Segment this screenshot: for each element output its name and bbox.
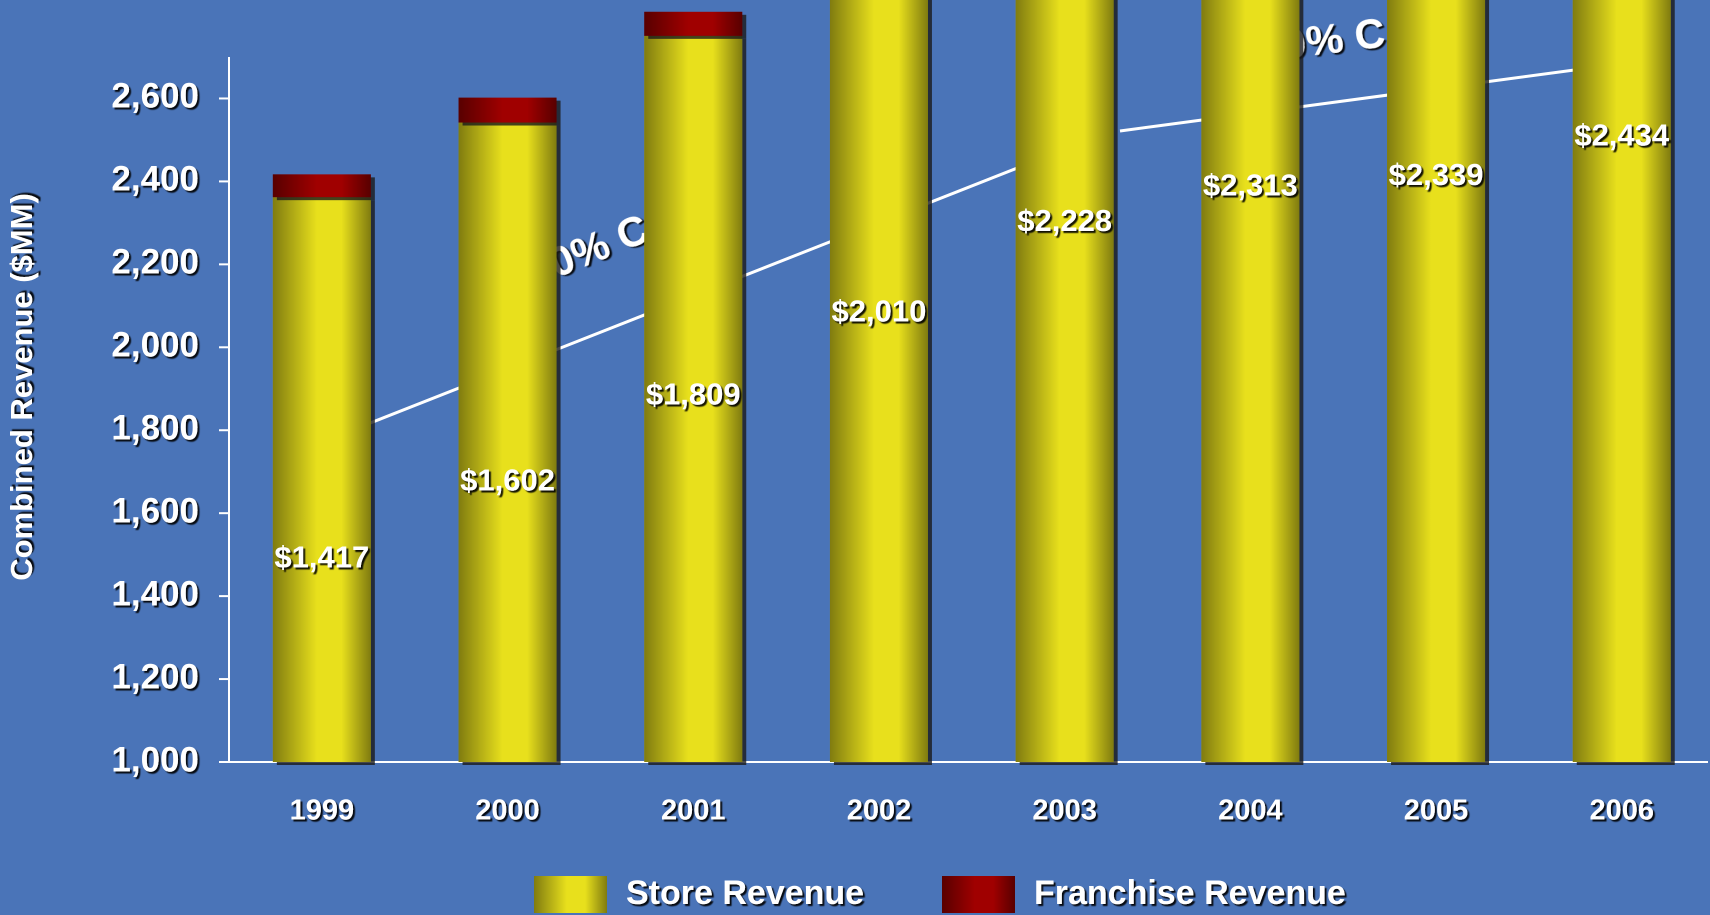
total-label: $1,809 [646, 377, 741, 412]
legend-label: Franchise Revenue [1034, 874, 1346, 912]
legend-label: Store Revenue [626, 874, 864, 912]
y-tick-label: 2,200 [111, 243, 199, 282]
bar-shade [458, 97, 557, 123]
y-tick-label: 1,600 [111, 491, 199, 530]
bar-shade [272, 174, 371, 198]
x-tick-label: 2000 [475, 795, 540, 827]
bar-shade [1201, 0, 1300, 762]
y-axis-label: Combined Revenue ($MM) [4, 193, 39, 581]
bar-shade [829, 0, 928, 762]
y-tick-label: 1,200 [111, 657, 199, 696]
total-label: $2,434 [1574, 117, 1670, 152]
bar-shade [272, 197, 371, 762]
y-tick-label: 2,600 [111, 77, 199, 116]
total-label: $2,010 [832, 293, 927, 328]
total-label: $1,417 [274, 539, 369, 574]
legend-shade [942, 876, 1015, 913]
y-tick-label: 1,800 [111, 408, 199, 447]
total-label: $2,339 [1389, 157, 1484, 192]
x-tick-label: 2001 [661, 795, 726, 827]
bar-shade [644, 35, 743, 763]
x-tick-label: 2002 [847, 795, 912, 827]
x-tick-label: 1999 [290, 795, 355, 827]
total-label: $1,602 [460, 463, 555, 498]
y-tick-label: 2,000 [111, 326, 199, 365]
total-label: $2,313 [1203, 168, 1298, 203]
y-tick-label: 2,400 [111, 160, 199, 199]
bar-shade [1387, 0, 1486, 763]
x-tick-label: 2006 [1589, 795, 1654, 827]
legend: Store Revenue Franchise Revenue [534, 874, 1346, 913]
total-label: $2,228 [1017, 203, 1112, 238]
y-tick-label: 1,400 [111, 574, 199, 613]
x-tick-label: 2005 [1404, 795, 1469, 827]
x-tick-label: 2003 [1032, 795, 1097, 827]
x-tick-label: 2004 [1218, 795, 1283, 827]
bar-shade [1015, 0, 1114, 763]
y-tick-label: 1,000 [111, 740, 199, 779]
bar-shade [458, 122, 557, 762]
bar-shade [644, 11, 743, 36]
bar-shade [1572, 0, 1671, 763]
legend-shade [534, 876, 607, 913]
